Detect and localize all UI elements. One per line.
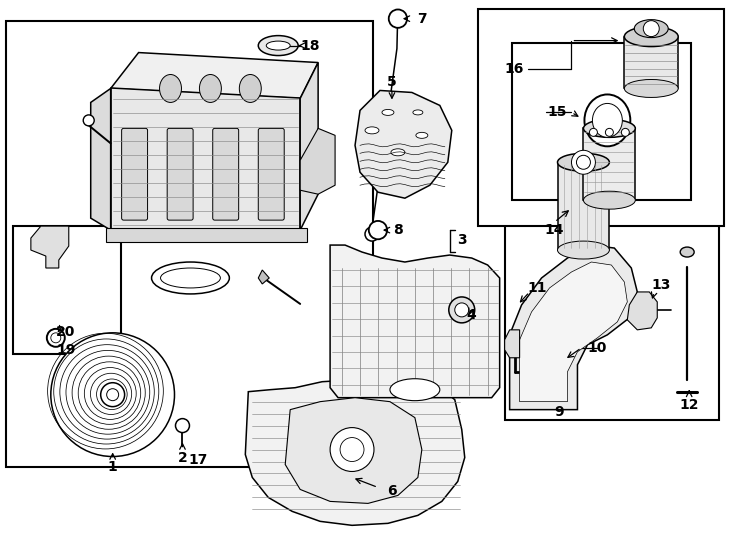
Text: 15: 15 (548, 105, 567, 119)
Ellipse shape (625, 79, 678, 97)
FancyBboxPatch shape (167, 129, 193, 220)
Text: 20: 20 (56, 325, 76, 339)
Ellipse shape (416, 132, 428, 138)
Ellipse shape (365, 127, 379, 134)
Bar (558, 163, 609, 250)
Circle shape (83, 115, 94, 126)
Polygon shape (245, 380, 465, 525)
Polygon shape (628, 292, 657, 330)
Ellipse shape (625, 26, 678, 46)
Ellipse shape (382, 110, 394, 116)
Circle shape (576, 156, 590, 169)
Ellipse shape (680, 247, 694, 257)
Circle shape (175, 418, 189, 433)
Text: 12: 12 (680, 397, 699, 411)
Text: 5: 5 (387, 76, 397, 90)
Ellipse shape (391, 149, 405, 156)
Bar (512, 43, 691, 200)
Ellipse shape (239, 75, 261, 103)
Polygon shape (509, 245, 637, 410)
Ellipse shape (558, 153, 609, 171)
Ellipse shape (584, 119, 636, 137)
Text: 10: 10 (588, 341, 607, 355)
Ellipse shape (634, 19, 668, 38)
Text: 7: 7 (417, 12, 426, 25)
Bar (13, 226, 120, 354)
Polygon shape (505, 330, 520, 358)
Text: 16: 16 (505, 62, 524, 76)
Ellipse shape (558, 241, 609, 259)
Text: 6: 6 (387, 484, 397, 498)
Ellipse shape (592, 104, 622, 137)
Polygon shape (520, 262, 628, 402)
Text: 17: 17 (189, 453, 208, 467)
Circle shape (365, 227, 379, 241)
Circle shape (622, 129, 629, 136)
Circle shape (340, 437, 364, 462)
Text: 3: 3 (457, 233, 467, 247)
Circle shape (448, 297, 475, 323)
Polygon shape (111, 52, 318, 98)
Ellipse shape (413, 110, 423, 115)
Text: 18: 18 (300, 38, 320, 52)
Polygon shape (258, 270, 269, 284)
FancyBboxPatch shape (258, 129, 284, 220)
Text: 11: 11 (528, 281, 548, 295)
Ellipse shape (390, 379, 440, 401)
Bar (625, 37, 678, 89)
Bar (6, 21, 373, 468)
Bar (106, 228, 307, 242)
Ellipse shape (151, 262, 229, 294)
Circle shape (643, 21, 659, 37)
Circle shape (389, 10, 407, 28)
Circle shape (606, 129, 614, 136)
Ellipse shape (51, 333, 61, 343)
Circle shape (455, 303, 469, 317)
Text: 2: 2 (178, 450, 187, 464)
Ellipse shape (266, 41, 290, 50)
Ellipse shape (159, 75, 181, 103)
Polygon shape (300, 129, 335, 194)
Ellipse shape (47, 329, 65, 347)
Bar (505, 143, 719, 420)
FancyBboxPatch shape (213, 129, 239, 220)
Polygon shape (286, 397, 422, 503)
Bar (478, 9, 724, 226)
Text: 14: 14 (545, 223, 564, 237)
Text: 4: 4 (467, 308, 476, 322)
Polygon shape (31, 226, 69, 268)
Polygon shape (330, 245, 500, 397)
Circle shape (106, 389, 119, 401)
Circle shape (368, 221, 387, 239)
Bar (584, 129, 636, 200)
Ellipse shape (161, 268, 220, 288)
Polygon shape (91, 89, 111, 230)
Text: 19: 19 (56, 343, 76, 357)
Text: 8: 8 (393, 223, 403, 237)
Circle shape (51, 333, 175, 456)
Circle shape (330, 428, 374, 471)
Ellipse shape (200, 75, 222, 103)
Polygon shape (111, 89, 300, 230)
Ellipse shape (584, 191, 636, 209)
Text: 1: 1 (108, 461, 117, 475)
FancyBboxPatch shape (122, 129, 148, 220)
Ellipse shape (584, 94, 631, 146)
Ellipse shape (258, 36, 298, 56)
Text: 13: 13 (652, 278, 671, 292)
Polygon shape (300, 63, 318, 230)
Circle shape (101, 383, 125, 407)
Polygon shape (355, 91, 452, 198)
Circle shape (589, 129, 597, 136)
Text: 9: 9 (555, 404, 564, 418)
Circle shape (572, 150, 595, 174)
